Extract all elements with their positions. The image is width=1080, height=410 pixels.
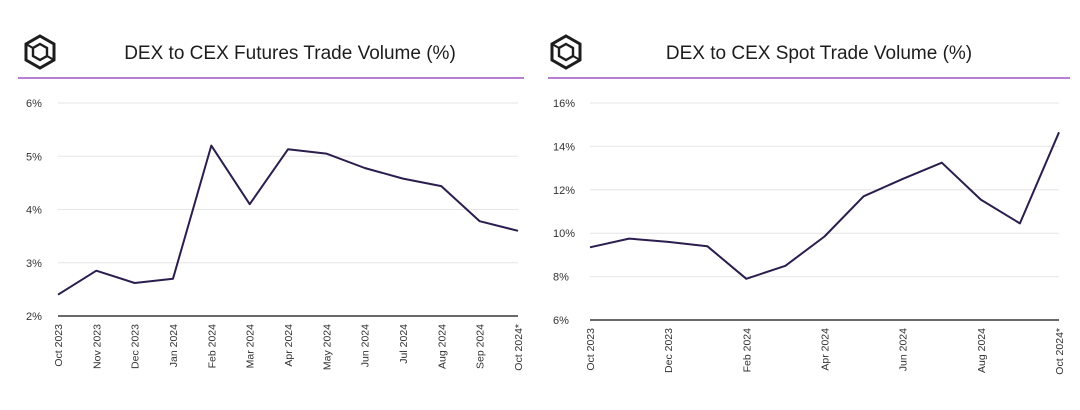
x-tick-label: Feb 2024 xyxy=(741,328,753,373)
spot-plot: 6% 8% 10% 12% 14% 16% Oct 2023 Dec 2023 Feb 2024… xyxy=(553,98,1066,375)
y-tick-label: 14% xyxy=(553,141,575,153)
x-tick-label: Aug 2024 xyxy=(976,328,988,373)
series-line xyxy=(57,144,519,296)
title-rule xyxy=(548,77,1070,79)
y-tick-label: 6% xyxy=(553,315,569,327)
y-tick-label: 16% xyxy=(553,98,575,110)
y-tick-label: 2% xyxy=(26,311,42,323)
x-tick-label: Mar 2024 xyxy=(245,324,257,369)
y-tick-label: 12% xyxy=(553,185,575,197)
futures-plot: 2% 3% 4% 5% 6% Oct 2023 Nov 2023 Dec 2023 Jan 20… xyxy=(26,98,525,371)
x-tick-label: Jan 2024 xyxy=(168,324,180,367)
y-tick-label: 5% xyxy=(26,151,42,163)
y-tick-label: 6% xyxy=(26,98,42,110)
chart-title: DEX to CEX Spot Trade Volume (%) xyxy=(665,43,973,64)
x-tick-label: Oct 2023 xyxy=(53,324,65,367)
x-tick-label: Jul 2024 xyxy=(398,324,410,364)
x-tick-label: Dec 2023 xyxy=(130,324,142,369)
x-tick-label: Dec 2023 xyxy=(663,328,675,373)
cube-logo-icon xyxy=(550,34,582,70)
spot-chart-panel: DEX to CEX Spot Trade Volume (%) 6% 8% 10%… xyxy=(540,0,1080,410)
y-tick-label: 3% xyxy=(26,258,42,270)
x-tick-label: Apr 2024 xyxy=(283,324,295,367)
x-tick-label: May 2024 xyxy=(321,324,333,370)
x-tick-label: Jun 2024 xyxy=(898,328,910,371)
x-tick-label: Apr 2024 xyxy=(820,328,832,371)
futures-chart-panel: DEX to CEX Futures Trade Volume (%) 2% 3%… xyxy=(18,34,525,371)
x-tick-label: Jun 2024 xyxy=(360,324,372,367)
x-tick-label: Aug 2024 xyxy=(436,324,448,369)
cube-logo-icon xyxy=(24,34,56,70)
chart-title: DEX to CEX Futures Trade Volume (%) xyxy=(124,43,456,64)
series-line xyxy=(589,131,1060,280)
x-tick-label: Oct 2024* xyxy=(1054,328,1066,375)
x-tick-label: Oct 2024* xyxy=(513,324,525,371)
x-tick-label: Oct 2023 xyxy=(585,328,597,371)
y-tick-label: 10% xyxy=(553,228,575,240)
y-tick-label: 8% xyxy=(553,272,569,284)
title-rule xyxy=(18,77,524,79)
x-tick-label: Nov 2023 xyxy=(91,324,103,369)
y-tick-label: 4% xyxy=(26,205,42,217)
x-tick-label: Sep 2024 xyxy=(475,324,487,369)
x-tick-label: Feb 2024 xyxy=(206,324,218,369)
